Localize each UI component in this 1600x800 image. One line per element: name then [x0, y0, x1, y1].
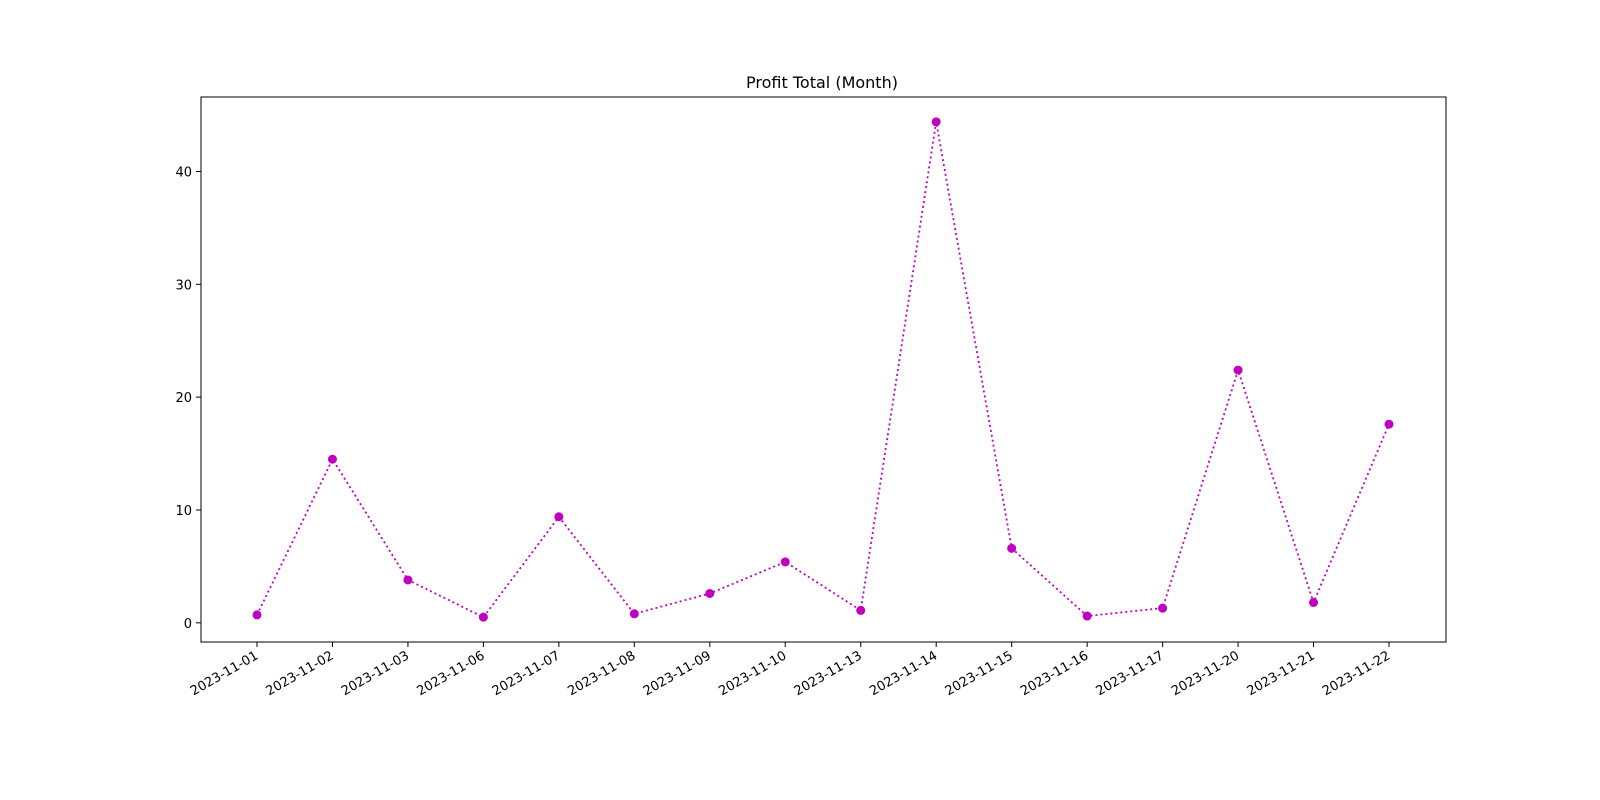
y-tick-label: 10 — [175, 504, 192, 519]
chart-title: Profit Total (Month) — [746, 73, 898, 92]
y-tick-label: 20 — [175, 391, 192, 406]
series-line — [256, 121, 1390, 619]
x-tick-label: 2023-11-17 — [1094, 648, 1167, 699]
y-tick-label: 40 — [175, 165, 192, 180]
data-point — [856, 605, 866, 615]
data-point — [931, 117, 941, 127]
x-tick-label: 2023-11-07 — [490, 648, 563, 699]
y-tick-label: 0 — [184, 617, 192, 632]
x-tick-label: 2023-11-09 — [641, 648, 714, 699]
x-axis: 2023-11-01 2023-11-02 2023-11-03 2023-11-06… — [188, 642, 1393, 699]
data-point — [1233, 365, 1243, 375]
data-point — [1158, 603, 1168, 613]
data-point — [1007, 543, 1017, 553]
y-tick-label: 30 — [175, 278, 192, 293]
x-tick-label: 2023-11-08 — [565, 648, 638, 699]
data-point — [1384, 419, 1394, 429]
plot-frame — [200, 96, 1447, 643]
x-tick-label: 2023-11-22 — [1320, 648, 1393, 699]
data-point — [403, 575, 413, 585]
x-tick-label: 2023-11-01 — [188, 648, 261, 699]
x-tick-label: 2023-11-14 — [867, 648, 940, 699]
y-axis: 0 10 20 30 40 — [175, 165, 201, 632]
data-point — [478, 612, 488, 622]
x-tick-label: 2023-11-16 — [1018, 648, 1091, 699]
data-point — [1309, 598, 1319, 608]
data-point — [780, 557, 790, 567]
x-tick-label: 2023-11-20 — [1169, 648, 1242, 699]
x-tick-label: 2023-11-06 — [414, 648, 487, 699]
x-tick-label: 2023-11-13 — [792, 648, 865, 699]
series-profit — [252, 117, 1394, 622]
x-tick-label: 2023-11-15 — [943, 648, 1016, 699]
data-point — [629, 609, 639, 619]
data-point — [554, 512, 564, 522]
x-tick-label: 2023-11-03 — [339, 648, 412, 699]
data-point — [1082, 611, 1092, 621]
x-tick-label: 2023-11-02 — [264, 648, 337, 699]
x-tick-label: 2023-11-10 — [716, 648, 789, 699]
data-point — [252, 610, 262, 620]
data-point — [327, 454, 337, 464]
data-point — [705, 588, 715, 598]
x-tick-label: 2023-11-21 — [1245, 648, 1318, 699]
